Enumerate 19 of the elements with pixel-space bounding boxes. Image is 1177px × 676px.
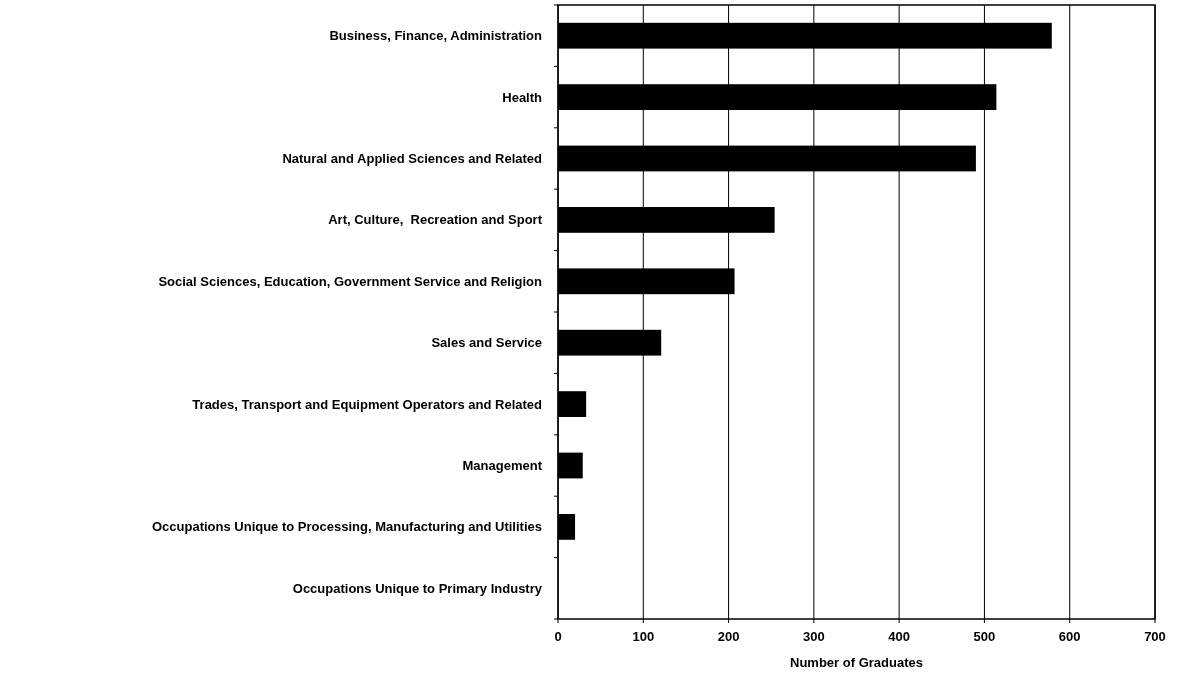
x-tick-label: 200 [717, 629, 740, 644]
x-tick-label: 0 [554, 629, 562, 644]
y-tick-label: Social Sciences, Education, Government Service and Religion [158, 273, 543, 289]
x-tick-label: 400 [888, 629, 910, 644]
y-tick-label: Natural and Applied Sciences and Related [282, 151, 543, 167]
x-tick-label: 600 [1058, 629, 1081, 644]
y-tick-label: Management [462, 458, 543, 474]
y-tick-label: Art, Culture, Recreation and Sport [328, 212, 543, 228]
x-tick-label: 100 [632, 629, 655, 644]
y-tick-label: Sales and Service [431, 335, 542, 351]
x-tick-label: 300 [803, 629, 825, 644]
y-tick-label: Trades, Transport and Equipment Operators and Related [192, 396, 543, 412]
y-tick-label: Health [502, 89, 543, 105]
y-tick-label: Occupations Unique to Processing, Manufacturing and Utilities [151, 519, 542, 535]
y-tick-label: Business, Finance, Administration [329, 28, 543, 44]
x-axis-title: Number of Graduates [790, 655, 923, 670]
x-tick-label: 500 [973, 629, 996, 644]
y-tick-label: Occupations Unique to Primary Industry [292, 580, 543, 596]
x-tick-label: 700 [1144, 629, 1166, 644]
